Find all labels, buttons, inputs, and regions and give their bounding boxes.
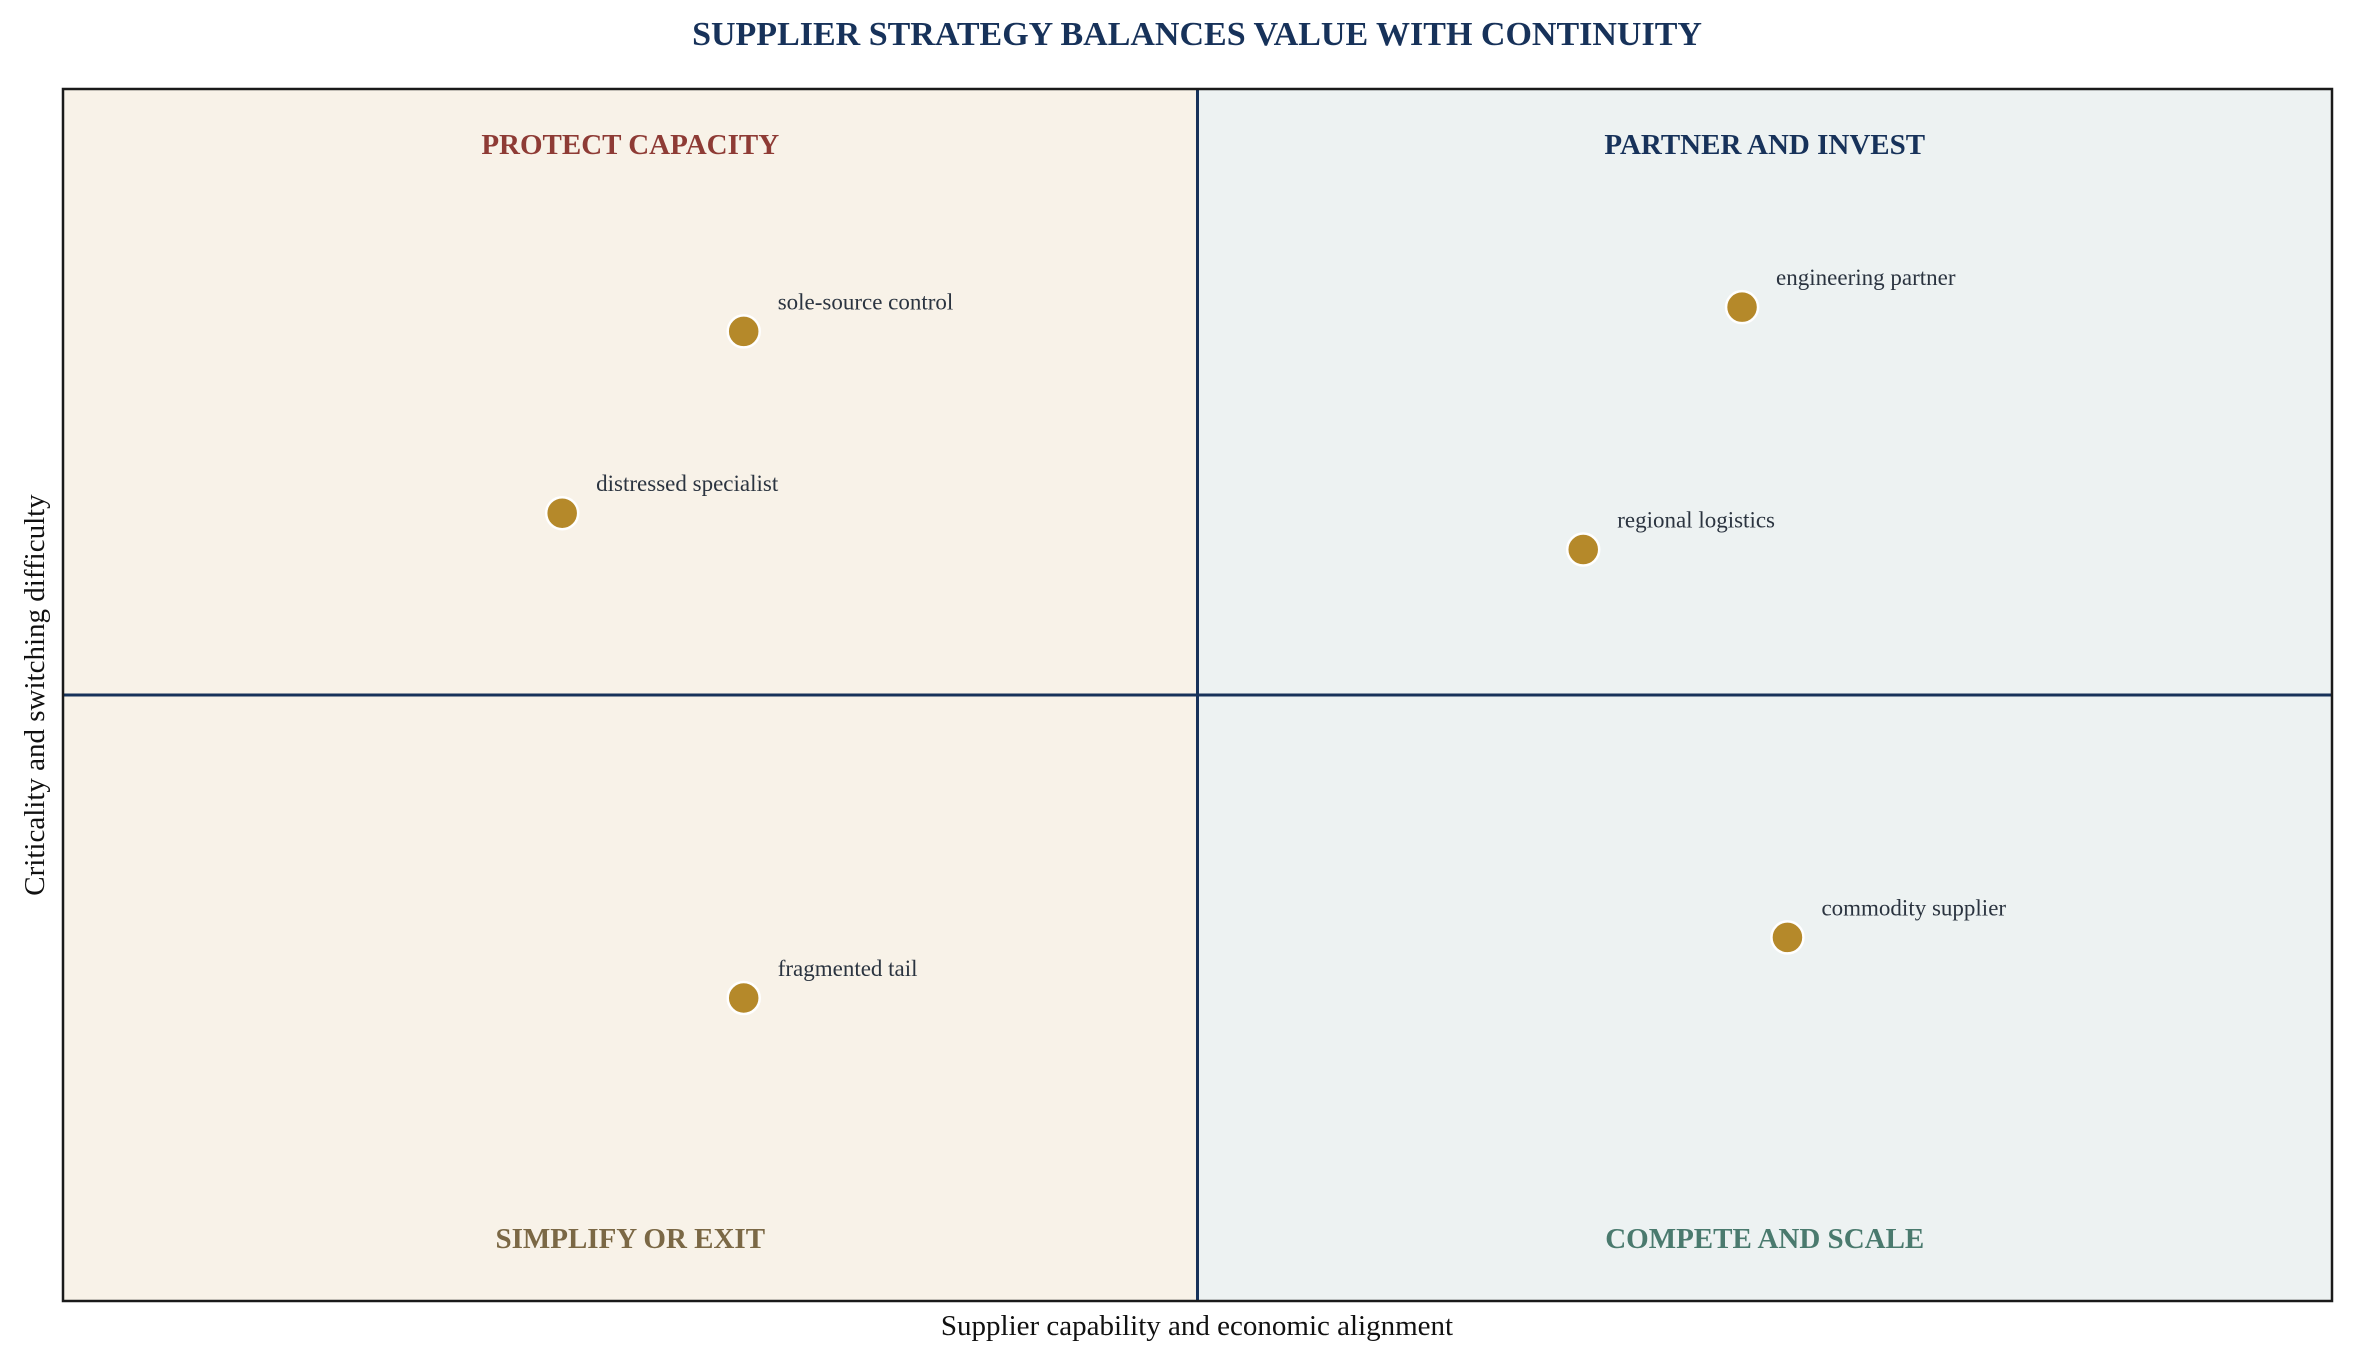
x-axis-label: Supplier capability and economic alignme… [941, 1310, 1453, 1342]
data-point [726, 980, 761, 1016]
quadrant-bottom-left [63, 695, 1198, 1301]
quadrant-top-left [63, 89, 1198, 695]
plot-frame [61, 87, 2334, 1303]
quadrant-layer: PROTECT CAPACITY PARTNER AND INVEST SIMPLI… [63, 89, 2332, 1301]
quadrant-label-bottom-right: COMPETE AND SCALE [1605, 1223, 1924, 1255]
data-point-label: sole-source control [778, 289, 954, 314]
quadrant-label-top-left: PROTECT CAPACITY [481, 129, 779, 161]
quadrant-top-right [1197, 89, 2332, 695]
chart-title: SUPPLIER STRATEGY BALANCES VALUE WITH CO… [692, 16, 1702, 53]
y-axis-label: Criticality and switching difficulty [19, 494, 51, 896]
data-point [726, 314, 761, 349]
data-point-label: commodity supplier [1821, 895, 2006, 920]
divider-layer [63, 89, 2332, 1301]
data-point-label: engineering partner [1776, 265, 1956, 290]
quadrant-bottom-right [1197, 695, 2332, 1301]
quadrant-label-top-right: PARTNER AND INVEST [1604, 129, 1925, 161]
data-point [1724, 289, 1760, 325]
data-point-label: regional logistics [1617, 508, 1775, 533]
data-point [1565, 532, 1601, 567]
data-point-label: distressed specialist [596, 471, 779, 496]
quadrant-label-bottom-left: SIMPLIFY OR EXIT [495, 1223, 765, 1255]
data-point [1770, 920, 1805, 955]
data-point-label: fragmented tail [778, 956, 918, 981]
point-layer: sole-source control distressed specialist… [544, 265, 2006, 1016]
data-point [544, 495, 580, 531]
